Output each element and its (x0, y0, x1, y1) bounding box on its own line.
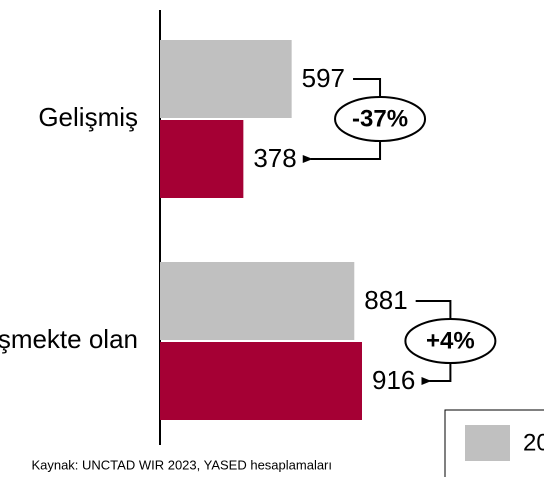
source: Kaynak: UNCTAD WIR 2023, YASED hesaplama… (31, 457, 332, 472)
value-label: 881 (364, 285, 407, 315)
bar (160, 262, 355, 340)
annotation-ellipse (404, 318, 497, 364)
bar (160, 40, 292, 118)
annotation: +4% (426, 327, 475, 354)
legend-swatch (465, 425, 510, 461)
bar (160, 342, 362, 420)
category-label: Gelişmiş (38, 102, 138, 132)
value-label: 916 (372, 365, 415, 395)
legend-label: 2021 (523, 429, 544, 456)
category-label: Gelişmekte olan (0, 324, 138, 354)
bar (160, 120, 244, 198)
value-label: 378 (253, 143, 296, 173)
annotation: -37% (352, 105, 408, 132)
annotation-ellipse (334, 96, 427, 142)
value-label: 597 (302, 63, 345, 93)
